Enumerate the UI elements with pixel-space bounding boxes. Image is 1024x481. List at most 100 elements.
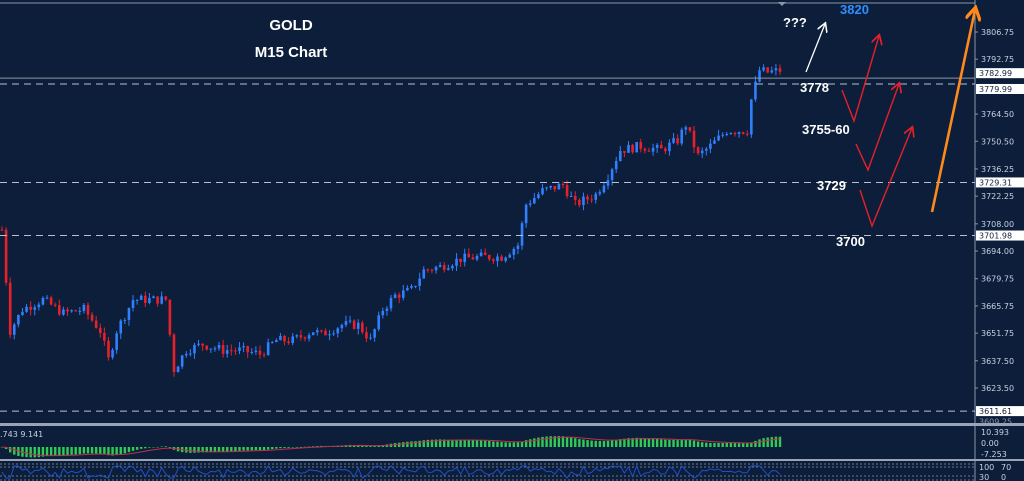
- candle-body: [127, 307, 131, 320]
- histogram-bar: [709, 442, 712, 447]
- candle-body: [594, 193, 598, 200]
- candle-body: [393, 294, 397, 298]
- histogram-bar: [369, 446, 372, 447]
- candle-body: [221, 345, 225, 354]
- histogram-bar: [242, 447, 245, 451]
- histogram-bar: [565, 436, 569, 447]
- candle-body: [573, 195, 577, 200]
- histogram-bar: [205, 447, 208, 453]
- histogram-bar: [586, 440, 589, 447]
- annotation-3700: 3700: [836, 234, 865, 249]
- candle-body: [184, 353, 188, 356]
- candle-body: [713, 140, 716, 144]
- candle-body: [487, 255, 491, 260]
- histogram-bar: [463, 439, 466, 447]
- histogram-bar: [123, 447, 127, 454]
- histogram-bar: [90, 447, 94, 454]
- histogram-bar: [696, 441, 700, 447]
- histogram-bar: [316, 446, 319, 447]
- candle-body: [98, 327, 102, 333]
- candle-body: [37, 304, 41, 308]
- histogram-bar: [299, 446, 303, 448]
- candle-body: [451, 265, 454, 269]
- candle-body: [557, 183, 561, 190]
- level-price-tag: [976, 177, 1024, 188]
- candle-body: [545, 187, 548, 189]
- histogram-bar: [467, 439, 470, 447]
- candle-body: [528, 203, 532, 205]
- level-price-label: 3729.31: [979, 178, 1012, 187]
- histogram-bar: [152, 447, 155, 448]
- candle-body: [152, 296, 155, 299]
- candle-body: [49, 297, 53, 305]
- histogram-bar: [578, 439, 581, 447]
- histogram-bar: [287, 447, 290, 448]
- histogram-bar: [668, 439, 671, 447]
- histogram-bar: [483, 440, 487, 447]
- histogram-bar: [475, 440, 479, 447]
- candle-body: [262, 354, 266, 356]
- histogram-bar: [406, 441, 409, 447]
- histogram-bar: [119, 447, 122, 455]
- histogram-bar: [426, 439, 430, 447]
- candle-body: [737, 132, 741, 134]
- histogram-bar: [127, 447, 131, 453]
- candle-body: [401, 290, 405, 298]
- histogram-bar: [598, 441, 602, 447]
- candle-body: [344, 321, 348, 325]
- histogram-bar: [262, 447, 266, 451]
- histogram-bar: [33, 447, 36, 458]
- y-tick-label: 3708.00: [981, 220, 1014, 229]
- candle-body: [303, 337, 307, 339]
- candle-body: [12, 324, 16, 335]
- red-scenario-arrow-3: [859, 128, 912, 229]
- y-tick-label: 3651.75: [981, 329, 1014, 338]
- candle-body: [365, 332, 368, 339]
- candle-body: [62, 309, 65, 315]
- candle-body: [0, 229, 4, 231]
- candle-body: [623, 151, 626, 153]
- histogram-bar: [86, 447, 90, 454]
- histogram-bar: [438, 439, 442, 447]
- candle-body: [4, 229, 8, 283]
- histogram-bar: [250, 447, 253, 451]
- candle-body: [246, 346, 249, 353]
- histogram-bar: [78, 447, 81, 455]
- histogram-bar: [713, 443, 716, 447]
- candle-body: [496, 256, 499, 262]
- level-price-tag: [976, 406, 1024, 417]
- histogram-bar: [729, 443, 733, 447]
- level-price-label: 3701.98: [979, 232, 1012, 241]
- shift-marker-icon: [778, 2, 786, 6]
- candle-body: [741, 132, 745, 134]
- histogram-bar: [455, 439, 458, 447]
- candle-body: [41, 297, 45, 305]
- candle-body: [533, 197, 536, 204]
- histogram-bar: [569, 437, 573, 447]
- histogram-bar: [164, 446, 167, 447]
- histogram-bar: [643, 438, 647, 447]
- candle-body: [467, 253, 471, 258]
- histogram-bar: [594, 440, 597, 447]
- candle-body: [758, 70, 761, 82]
- histogram-bar: [655, 438, 659, 447]
- candle-body: [766, 67, 770, 73]
- y-tick-label: 3623.50: [981, 384, 1014, 393]
- histogram-bar: [37, 447, 41, 458]
- candle-body: [434, 266, 438, 271]
- candle-body: [209, 348, 213, 350]
- histogram-bar: [422, 440, 425, 447]
- candle-body: [107, 340, 110, 358]
- candle-body: [688, 127, 692, 131]
- candle-body: [295, 335, 299, 337]
- annotation-3755-60: 3755-60: [802, 122, 850, 137]
- candle-body: [53, 304, 57, 306]
- histogram-bar: [529, 439, 532, 447]
- candle-body: [520, 223, 524, 246]
- histogram-bar: [221, 447, 225, 452]
- candle-body: [356, 322, 360, 329]
- candle-body: [733, 133, 737, 135]
- candle-body: [225, 350, 229, 354]
- histogram-bar: [402, 442, 405, 447]
